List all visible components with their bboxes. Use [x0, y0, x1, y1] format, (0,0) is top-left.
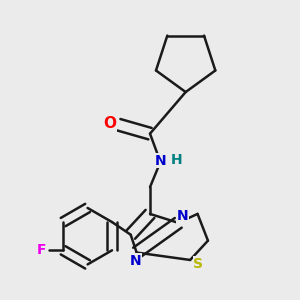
Text: N: N: [154, 154, 166, 168]
Text: N: N: [129, 254, 141, 268]
Text: S: S: [194, 256, 203, 271]
Text: N: N: [177, 209, 188, 223]
Text: O: O: [103, 116, 116, 131]
Text: H: H: [171, 153, 183, 167]
Text: F: F: [37, 243, 46, 257]
